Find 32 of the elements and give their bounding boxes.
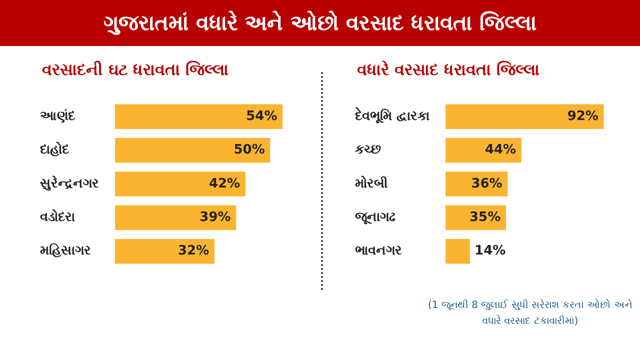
data-label: 42% (208, 176, 240, 192)
y-tick-label: કચ્છ (355, 142, 381, 158)
y-tick-label: સુરેન્દ્રનગર (40, 174, 99, 192)
y-tick-label: દાહોદ (40, 140, 70, 158)
bar (446, 104, 604, 129)
bar (115, 104, 283, 129)
data-label: 54% (246, 109, 278, 124)
data-label: 92% (567, 109, 598, 124)
text: (1 જૂનથી 8 જુલાઈ સુધી સરેરાશ કરતાં ઓછો અને વધારે વરસાદ ટકાવારીમાં) (426, 298, 634, 329)
chart-subtitle: વરસાદની ઘટ ધરાવતા જિલ્લા (41, 59, 230, 81)
bar (115, 172, 246, 196)
chart-title: ગુજરાતમાં વધારે અને ઓછો વરસાદ ધરાવતા જિલ્લા (0, 0, 640, 46)
data-label: 14% (474, 244, 506, 259)
data-label: 39% (200, 210, 231, 226)
y-tick-label: વડોદરા (40, 208, 75, 226)
y-tick-label: જૂનાગઢ (355, 210, 396, 226)
chart-subtitle: વધારે વરસાદ ધરાવતા જિલ્લા (356, 59, 541, 81)
data-label: 36% (471, 176, 502, 192)
bar (115, 138, 270, 163)
y-tick-label: આણંદ (40, 109, 76, 124)
data-label: 35% (469, 210, 501, 226)
data-label: 44% (484, 142, 516, 158)
data-label: 50% (234, 142, 265, 158)
y-tick-label: દેવભૂમિ દ્વારકા (355, 106, 430, 126)
bar (115, 239, 214, 264)
bar (446, 239, 470, 264)
bar (446, 138, 522, 163)
y-tick-label: મહિસાગર (40, 242, 91, 259)
bar (115, 205, 236, 230)
y-tick-label: ભાવનગર (355, 244, 402, 259)
y-tick-label: મોરબી (355, 174, 388, 192)
data-label: 32% (178, 244, 210, 259)
